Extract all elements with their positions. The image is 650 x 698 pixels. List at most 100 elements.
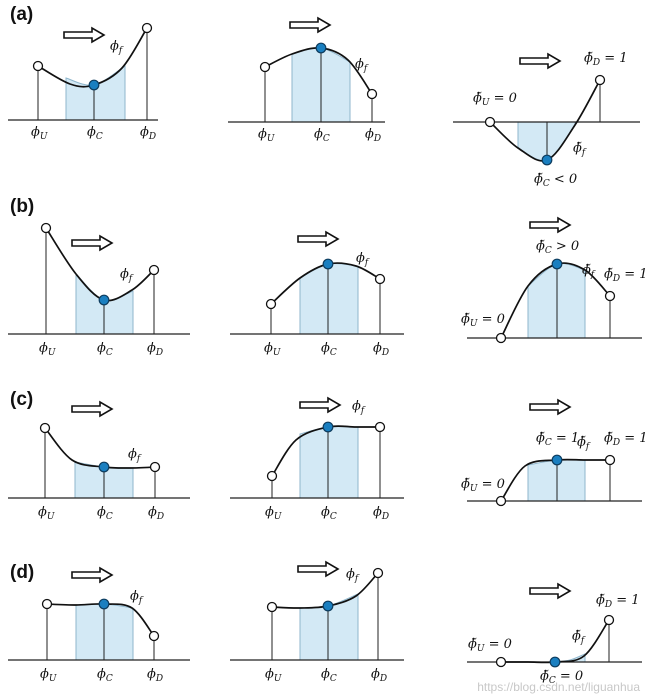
label-d-r3c3: ϕ̃D = 1: [604, 431, 648, 448]
point-c-r3c2: [322, 421, 334, 433]
label-c-r3c3: ϕ̃C = 1: [536, 431, 579, 448]
point-d-r4c1: [148, 630, 160, 642]
label-u-r1c2: ϕU: [258, 127, 275, 144]
row-label-4: (d): [10, 562, 34, 583]
label-d-r1c1: ϕD: [140, 125, 156, 142]
label-c-r4c3: ϕ̃C = 0: [540, 669, 583, 686]
point-d-r2c3: [604, 290, 616, 302]
label-f-r3c2: ϕf: [352, 399, 366, 416]
point-d-r2c1: [148, 264, 160, 276]
label-u-r4c1: ϕU: [40, 667, 57, 684]
label-d-r3c1: ϕD: [148, 505, 164, 522]
point-u-r1c3: [484, 116, 496, 128]
label-f-r2c1: ϕf: [120, 267, 134, 284]
point-c-r2c2: [322, 258, 334, 270]
point-c-r1c3: [541, 154, 553, 166]
label-f-r4c1: ϕf: [130, 589, 144, 606]
flow-arrow-icon-r3c1: [71, 400, 114, 418]
point-u-r1c1: [32, 60, 44, 72]
point-d-r3c2: [374, 421, 386, 433]
label-d-r1c2: ϕD: [365, 127, 381, 144]
point-c-r3c1: [98, 461, 110, 473]
label-u-r2c3: ϕ̃U = 0: [461, 312, 505, 329]
label-c-r3c1: ϕC: [97, 505, 113, 522]
flow-arrow-icon-r3c2: [299, 396, 342, 414]
flow-arrow-icon-r4c3: [529, 582, 572, 600]
flow-arrow-icon-r1c1: [63, 26, 106, 44]
text-layer: (a) ϕU ϕC ϕD ϕf ϕU ϕC ϕD ϕf ϕ̃U = 0 ϕ̃C < 0 ϕ̃D = 1…: [10, 4, 648, 694]
point-c-r4c1: [98, 598, 110, 610]
point-d-r2c2: [374, 273, 386, 285]
fill-region-r3c2: [299, 425, 359, 499]
point-u-r4c1: [41, 598, 53, 610]
point-u-r3c2: [266, 470, 278, 482]
flow-arrow-icon-r2c3: [529, 216, 572, 234]
point-d-r4c2: [372, 567, 384, 579]
flow-arrow-icon-r1c3: [519, 52, 562, 70]
label-u-r3c3: ϕ̃U = 0: [461, 477, 505, 494]
label-c-r4c1: ϕC: [97, 667, 113, 684]
label-d-r4c3: ϕ̃D = 1: [596, 593, 640, 610]
label-d-r1c3: ϕ̃D = 1: [584, 51, 628, 68]
label-d-r4c2: ϕD: [371, 667, 387, 684]
label-f-r2c3: ϕ̃f: [582, 263, 596, 280]
label-u-r1c3: ϕ̃U = 0: [473, 91, 517, 108]
label-c-r4c2: ϕC: [321, 667, 337, 684]
flow-arrow-icon-r2c2: [297, 230, 340, 248]
point-c-r1c2: [315, 42, 327, 54]
point-u-r3c1: [39, 422, 51, 434]
flow-arrow-icon-r4c2: [297, 560, 340, 578]
point-u-r2c1: [40, 222, 52, 234]
point-d-r4c3: [603, 614, 615, 626]
flow-arrow-icon-r4c1: [71, 566, 114, 584]
row-label-2: (b): [10, 196, 34, 217]
row-label-3: (c): [10, 389, 33, 410]
label-f-r4c3: ϕ̃f: [572, 629, 586, 646]
label-c-r1c2: ϕC: [314, 127, 330, 144]
point-c-r4c3: [549, 656, 561, 668]
label-c-r2c3: ϕ̃C > 0: [536, 239, 579, 256]
point-d-r1c3: [594, 74, 606, 86]
point-layer: [32, 22, 616, 668]
watermark-text: https://blog.csdn.net/liguanhua: [477, 680, 640, 694]
label-u-r2c1: ϕU: [39, 341, 56, 358]
label-d-r4c1: ϕD: [147, 667, 163, 684]
label-u-r4c3: ϕ̃U = 0: [468, 637, 512, 654]
label-d-r2c2: ϕD: [373, 341, 389, 358]
label-f-r2c2: ϕf: [356, 251, 370, 268]
label-u-r2c2: ϕU: [264, 341, 281, 358]
flow-arrow-icon-r3c3: [529, 398, 572, 416]
point-c-r2c1: [98, 294, 110, 306]
label-f-r1c1: ϕf: [110, 39, 124, 56]
point-d-r1c2: [366, 88, 378, 100]
label-u-r4c2: ϕU: [265, 667, 282, 684]
label-u-r1c1: ϕU: [31, 125, 48, 142]
point-c-r2c3: [551, 258, 563, 270]
point-u-r1c2: [259, 61, 271, 73]
label-f-r1c2: ϕf: [355, 57, 369, 74]
label-c-r3c2: ϕC: [321, 505, 337, 522]
label-f-r3c1: ϕf: [128, 447, 142, 464]
label-f-r4c2: ϕf: [346, 567, 360, 584]
point-u-r3c3: [495, 495, 507, 507]
label-u-r3c2: ϕU: [265, 505, 282, 522]
label-c-r2c2: ϕC: [321, 341, 337, 358]
label-d-r2c1: ϕD: [147, 341, 163, 358]
label-f-r1c3: ϕ̃f: [573, 141, 587, 158]
point-c-r1c1: [88, 79, 100, 91]
point-u-r4c2: [266, 601, 278, 613]
label-d-r2c3: ϕ̃D = 1: [604, 267, 648, 284]
point-d-r3c3: [604, 454, 616, 466]
profile-curve-r4c3: [501, 619, 610, 664]
label-u-r3c1: ϕU: [38, 505, 55, 522]
point-c-r4c2: [322, 600, 334, 612]
point-d-r1c1: [141, 22, 153, 34]
label-d-r3c2: ϕD: [373, 505, 389, 522]
flow-arrow-icon-r1c2: [289, 16, 332, 34]
label-c-r2c1: ϕC: [97, 341, 113, 358]
point-u-r2c3: [495, 332, 507, 344]
label-f-r3c3: ϕ̃f: [577, 435, 591, 452]
point-u-r2c2: [265, 298, 277, 310]
row-label-1: (a): [10, 4, 33, 25]
